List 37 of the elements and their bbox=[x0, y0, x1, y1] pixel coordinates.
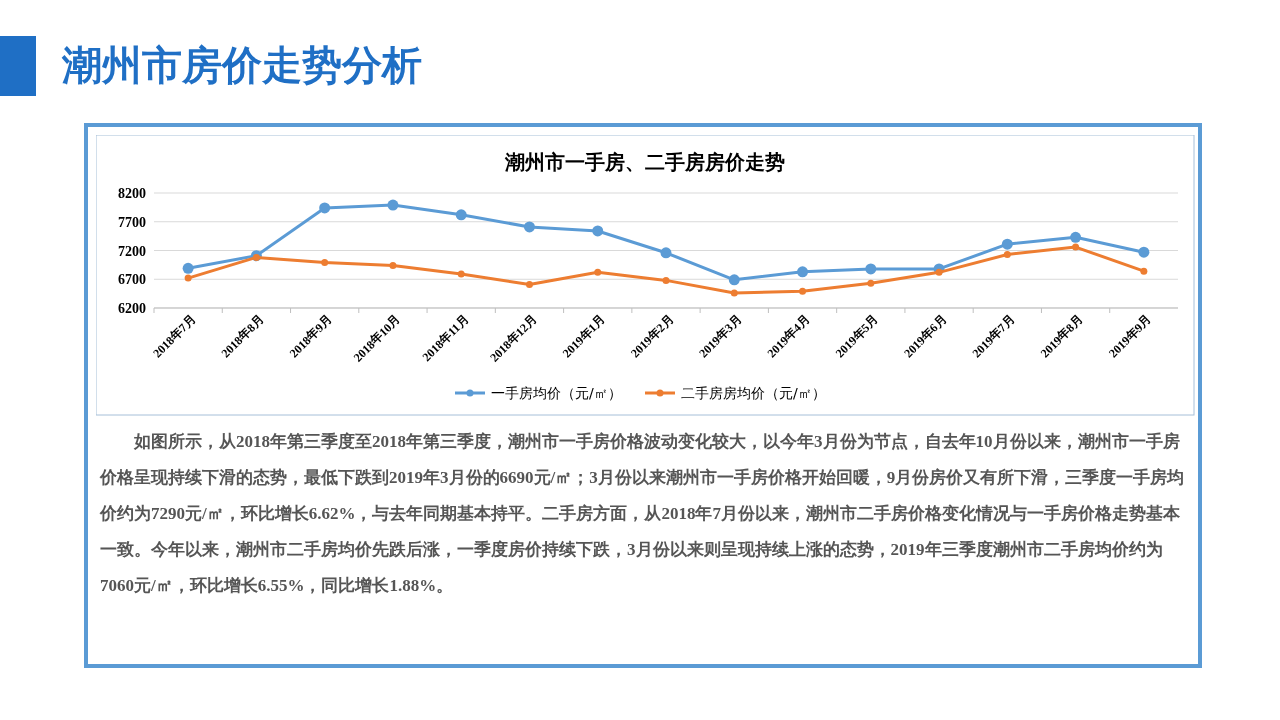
point bbox=[455, 209, 467, 221]
point bbox=[797, 266, 809, 278]
point bbox=[1001, 238, 1013, 250]
chart-subtitle: 潮州市一手房、二手房房价走势 bbox=[504, 151, 785, 173]
point bbox=[184, 274, 192, 282]
point bbox=[321, 259, 329, 267]
y-tick-label: 6700 bbox=[118, 272, 146, 288]
point bbox=[730, 289, 738, 297]
point bbox=[523, 221, 535, 233]
point bbox=[662, 276, 670, 284]
point bbox=[1003, 251, 1011, 259]
y-tick-label: 6200 bbox=[118, 301, 146, 316]
point bbox=[387, 199, 399, 211]
point bbox=[660, 247, 672, 259]
point bbox=[457, 270, 465, 278]
point bbox=[728, 274, 740, 286]
chart-title: 潮州市房价走势分析 bbox=[62, 41, 422, 90]
point bbox=[594, 268, 602, 276]
y-tick-label: 7200 bbox=[118, 243, 146, 259]
point bbox=[867, 279, 875, 287]
point bbox=[1070, 231, 1082, 243]
point bbox=[1138, 246, 1150, 258]
point bbox=[319, 202, 331, 214]
point bbox=[865, 263, 877, 275]
point bbox=[1072, 243, 1080, 251]
point bbox=[182, 262, 194, 274]
legend-label: 二手房房均价（元/㎡） bbox=[681, 385, 826, 401]
point bbox=[799, 287, 807, 295]
point bbox=[525, 280, 533, 288]
legend-label: 一手房均价（元/㎡） bbox=[491, 385, 622, 401]
point bbox=[935, 268, 943, 276]
point bbox=[389, 261, 397, 269]
y-tick-label: 8200 bbox=[118, 186, 146, 201]
point bbox=[592, 225, 604, 237]
y-tick-label: 7700 bbox=[118, 214, 146, 230]
text: 如图所示，从2018年第三季度至2018年第三季度，潮州市一手房价格波动变化较大，以今年3月份为节点，自去年10月份以来，潮州市一手房价格呈现持续下滑的态势，最低下跌到2019年3月份的6690元/㎡；3月份以来潮州市一手房价格开始回暖，9月份房价又有所下滑，三季度一手房均价约为7290元/㎡，环比增长6.62%，与去年同期基本持平。二手房方面，从2018年7月份以来，潮州市二手房价格变化情况与一手房价格走势基本一致。今年以来，潮州市二手房均价先跌后涨，一季度房价持续下跌，3月份以来则呈现持续上涨的态势，2019年三季度潮州市二手房均价约为7060元/㎡，环比增长6.55%，同比增长1.88%。 bbox=[100, 431, 1186, 597]
point bbox=[1140, 267, 1148, 275]
